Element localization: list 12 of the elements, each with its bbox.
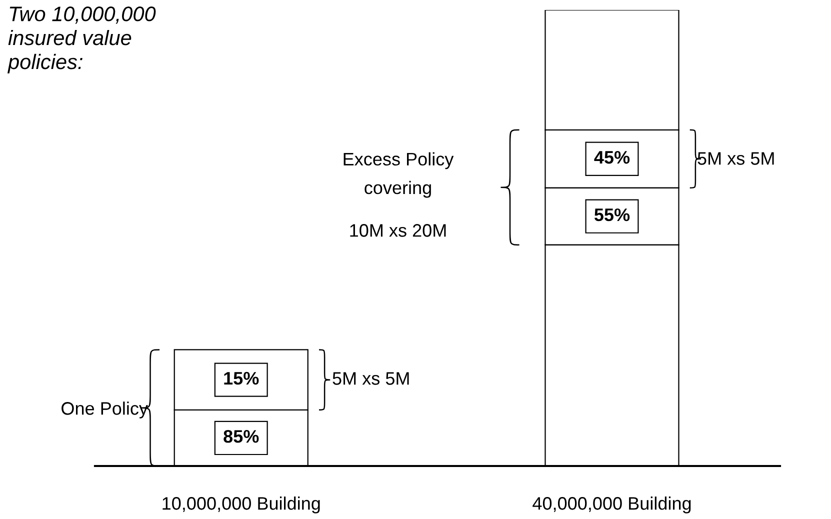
annotation: 55% xyxy=(594,208,630,222)
annotation: One Policy xyxy=(62,402,148,418)
annotation: 15% xyxy=(224,372,259,385)
text: Two 10,000,000 insured value policies: xyxy=(7,6,156,74)
annotation: 45% xyxy=(594,150,630,164)
annotation: 85% xyxy=(224,430,259,443)
annotation: 5M xs 5M xyxy=(332,372,409,385)
x-tick-label: 10,000,000 Building xyxy=(162,496,320,514)
annotation: 10M xs 20M xyxy=(350,224,446,237)
x-tick-label: 40,000,000 Building xyxy=(532,496,691,514)
annotation: Excess Policy covering xyxy=(344,152,454,198)
annotation: 5M xs 5M xyxy=(698,152,774,165)
